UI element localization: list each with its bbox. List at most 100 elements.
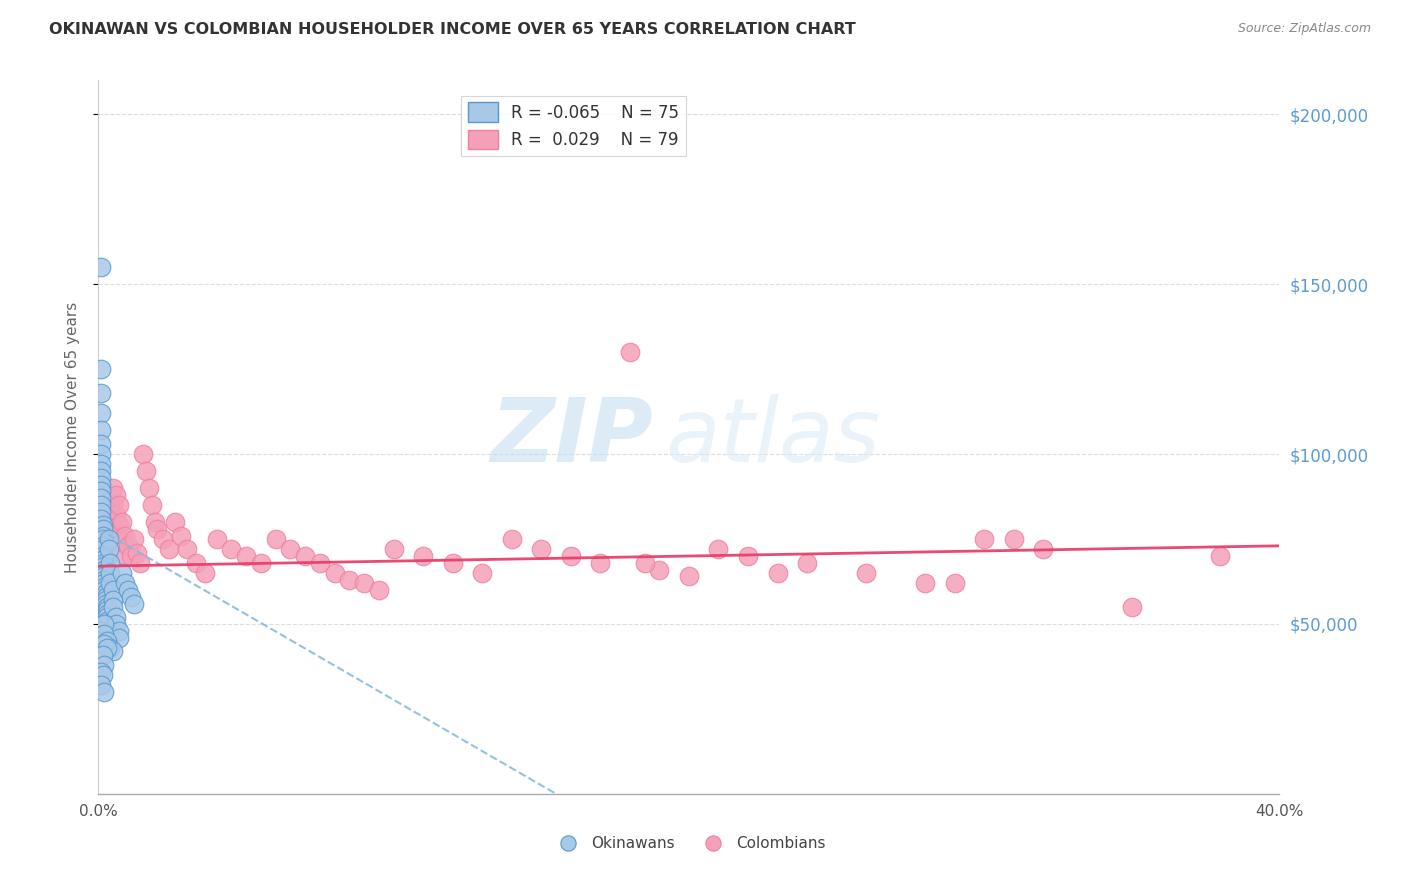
Point	[98, 498, 121, 512]
Point	[93, 637, 115, 651]
Point	[90, 556, 112, 570]
Text: OKINAWAN VS COLOMBIAN HOUSEHOLDER INCOME OVER 65 YEARS CORRELATION CHART: OKINAWAN VS COLOMBIAN HOUSEHOLDER INCOME…	[49, 22, 856, 37]
Point	[93, 657, 115, 672]
Point	[90, 491, 112, 506]
Point	[441, 556, 464, 570]
Point	[766, 566, 789, 580]
Point	[235, 549, 257, 563]
Point	[122, 532, 145, 546]
Point	[96, 634, 118, 648]
Point	[94, 586, 117, 600]
Point	[143, 515, 166, 529]
Point	[128, 556, 150, 570]
Point	[90, 385, 112, 400]
Point	[96, 640, 118, 655]
Point	[103, 644, 125, 658]
Point	[973, 532, 995, 546]
Point	[90, 511, 112, 525]
Point	[103, 582, 125, 597]
Point	[91, 648, 114, 662]
Point	[108, 518, 131, 533]
Point	[90, 678, 112, 692]
Y-axis label: Householder Income Over 65 years: Householder Income Over 65 years	[65, 301, 80, 573]
Point	[194, 566, 217, 580]
Point	[96, 617, 118, 632]
Point	[560, 549, 582, 563]
Point	[91, 528, 114, 542]
Point	[114, 576, 136, 591]
Point	[93, 573, 115, 587]
Point	[90, 471, 112, 485]
Point	[93, 532, 115, 546]
Point	[737, 549, 759, 563]
Point	[97, 532, 120, 546]
Point	[122, 597, 145, 611]
Point	[98, 556, 121, 570]
Point	[382, 542, 405, 557]
Point	[93, 559, 115, 574]
Point	[1209, 549, 1232, 563]
Point	[90, 505, 112, 519]
Point	[707, 542, 730, 557]
Point	[93, 569, 115, 583]
Point	[120, 549, 142, 563]
Point	[943, 576, 966, 591]
Point	[93, 563, 115, 577]
Point	[93, 576, 115, 591]
Point	[412, 549, 434, 563]
Point	[914, 576, 936, 591]
Point	[114, 549, 136, 563]
Point	[90, 542, 112, 557]
Point	[103, 481, 125, 495]
Point	[93, 580, 115, 594]
Point	[90, 464, 112, 478]
Point	[125, 546, 148, 560]
Point	[530, 542, 553, 557]
Point	[91, 668, 114, 682]
Point	[146, 522, 169, 536]
Point	[165, 515, 187, 529]
Point	[90, 624, 112, 638]
Point	[94, 590, 117, 604]
Point	[111, 515, 134, 529]
Point	[97, 542, 120, 557]
Point	[91, 549, 114, 563]
Point	[108, 498, 131, 512]
Point	[96, 607, 118, 621]
Point	[105, 488, 128, 502]
Point	[132, 447, 155, 461]
Point	[93, 573, 115, 587]
Point	[250, 556, 273, 570]
Point	[280, 542, 302, 557]
Point	[93, 552, 115, 566]
Point	[96, 599, 118, 614]
Point	[96, 614, 118, 628]
Point	[98, 640, 121, 655]
Point	[90, 423, 112, 437]
Point	[1032, 542, 1054, 557]
Point	[471, 566, 494, 580]
Point	[90, 437, 112, 451]
Point	[135, 464, 157, 478]
Point	[117, 539, 139, 553]
Point	[353, 576, 375, 591]
Point	[634, 556, 657, 570]
Point	[1002, 532, 1025, 546]
Point	[90, 260, 112, 275]
Point	[96, 528, 118, 542]
Point	[93, 563, 115, 577]
Point	[138, 481, 160, 495]
Point	[648, 563, 671, 577]
Point	[90, 484, 112, 499]
Point	[90, 457, 112, 471]
Point	[93, 556, 115, 570]
Text: atlas: atlas	[665, 394, 880, 480]
Point	[93, 549, 115, 563]
Point	[90, 406, 112, 420]
Point	[117, 582, 139, 597]
Point	[96, 539, 118, 553]
Point	[111, 566, 134, 580]
Point	[93, 627, 115, 641]
Point	[619, 345, 641, 359]
Point	[108, 624, 131, 638]
